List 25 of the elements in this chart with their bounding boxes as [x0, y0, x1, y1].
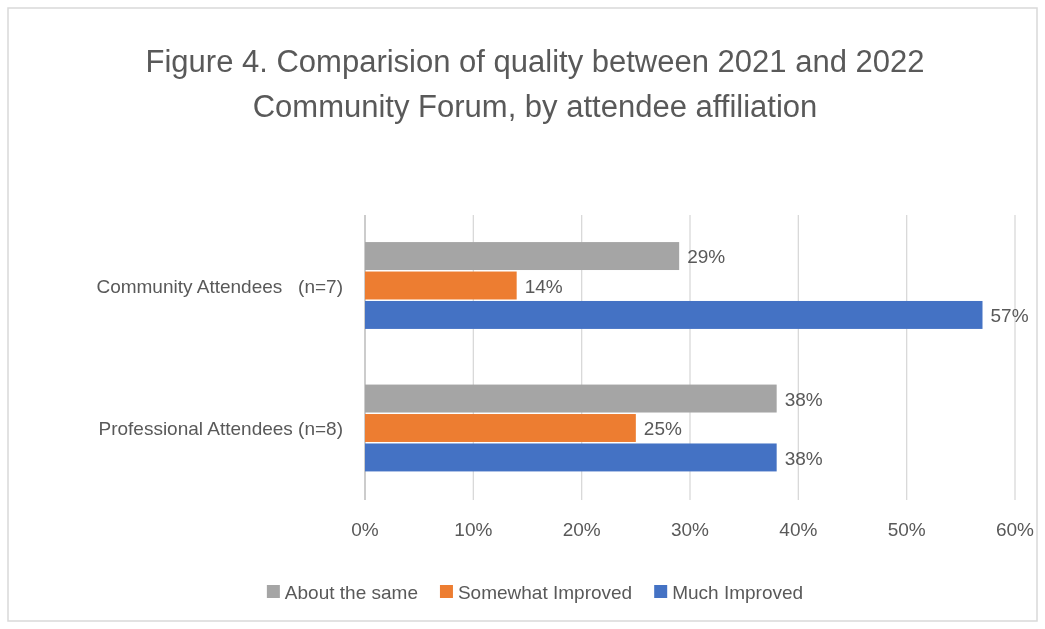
legend-label: Much Improved	[672, 581, 804, 603]
bar	[365, 414, 636, 442]
bar	[365, 271, 517, 300]
x-tick-label: 0%	[351, 519, 379, 540]
data-label: 38%	[784, 388, 823, 410]
chart-title: Figure 4. Comparision of quality between 2021 and 2022 Community Forum, by attendee affiliation	[145, 44, 925, 124]
x-tick-label: 60%	[995, 519, 1035, 540]
data-label: 38%	[784, 447, 823, 469]
y-tick-label: Community Attendees (n=7)	[96, 275, 343, 297]
x-tick-label: 40%	[779, 519, 818, 540]
x-tick-label: 10%	[454, 519, 493, 540]
bar	[365, 384, 777, 413]
bar	[365, 300, 983, 329]
data-label: 29%	[687, 246, 726, 268]
data-label: 25%	[643, 418, 682, 440]
legend-label: About the same	[284, 581, 418, 603]
y-tick-label: Professional Attendees (n=8)	[98, 418, 343, 440]
x-tick-label: 20%	[562, 519, 601, 540]
data-label: 57%	[990, 305, 1029, 327]
legend-label: Somewhat Improved	[457, 581, 633, 603]
bar	[365, 242, 680, 271]
bar	[365, 443, 777, 472]
x-tick-label: 50%	[887, 519, 926, 540]
data-label: 14%	[524, 275, 563, 297]
x-tick-label: 30%	[670, 519, 710, 540]
